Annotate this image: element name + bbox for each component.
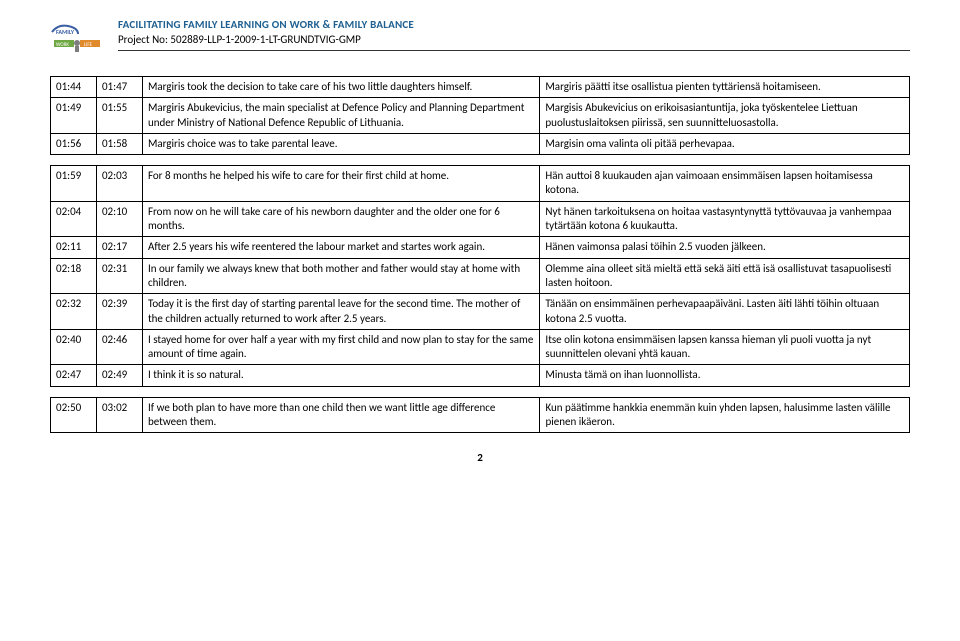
english-text-cell: Today it is the first day of starting pa… bbox=[142, 294, 539, 330]
table-row: 01:4901:55Margiris Abukevicius, the main… bbox=[51, 98, 910, 134]
table-row: 01:4401:47Margiris took the decision to … bbox=[51, 77, 910, 98]
time-start-cell: 01:44 bbox=[51, 77, 97, 98]
english-text-cell: If we both plan to have more than one ch… bbox=[142, 397, 539, 433]
finnish-text-cell: Margisin oma valinta oli pitää perhevapa… bbox=[540, 133, 910, 154]
time-end-cell: 02:49 bbox=[96, 365, 142, 386]
time-start-cell: 02:47 bbox=[51, 365, 97, 386]
time-start-cell: 02:50 bbox=[51, 397, 97, 433]
english-text-cell: After 2.5 years his wife reentered the l… bbox=[142, 237, 539, 258]
header-underline bbox=[118, 50, 910, 51]
english-text-cell: Margiris Abukevicius, the main specialis… bbox=[142, 98, 539, 134]
transcript-table: 01:5902:03For 8 months he helped his wif… bbox=[50, 165, 910, 387]
time-end-cell: 02:39 bbox=[96, 294, 142, 330]
table-row: 01:5902:03For 8 months he helped his wif… bbox=[51, 166, 910, 202]
header-text-block: FACILITATING FAMILY LEARNING ON WORK & F… bbox=[118, 18, 910, 51]
transcript-table: 02:5003:02If we both plan to have more t… bbox=[50, 397, 910, 434]
tables-container: 01:4401:47Margiris took the decision to … bbox=[50, 76, 910, 433]
english-text-cell: I stayed home for over half a year with … bbox=[142, 329, 539, 365]
finnish-text-cell: Tänään on ensimmäinen perhevapaapäiväni.… bbox=[540, 294, 910, 330]
time-start-cell: 02:32 bbox=[51, 294, 97, 330]
finnish-text-cell: Itse olin kotona ensimmäisen lapsen kans… bbox=[540, 329, 910, 365]
english-text-cell: Margiris choice was to take parental lea… bbox=[142, 133, 539, 154]
svg-text:FAMILY: FAMILY bbox=[56, 28, 75, 36]
transcript-table: 01:4401:47Margiris took the decision to … bbox=[50, 76, 910, 155]
english-text-cell: From now on he will take care of his new… bbox=[142, 201, 539, 237]
time-end-cell: 02:03 bbox=[96, 166, 142, 202]
table-row: 01:5601:58Margiris choice was to take pa… bbox=[51, 133, 910, 154]
header-title: FACILITATING FAMILY LEARNING ON WORK & F… bbox=[118, 18, 910, 31]
finnish-text-cell: Nyt hänen tarkoituksena on hoitaa vastas… bbox=[540, 201, 910, 237]
table-row: 02:3202:39Today it is the first day of s… bbox=[51, 294, 910, 330]
logo: FAMILY WORK LIFE bbox=[50, 18, 106, 58]
header-subtitle: Project No: 502889-LLP-1-2009-1-LT-GRUND… bbox=[118, 33, 910, 46]
time-start-cell: 02:11 bbox=[51, 237, 97, 258]
table-row: 02:4002:46I stayed home for over half a … bbox=[51, 329, 910, 365]
english-text-cell: I think it is so natural. bbox=[142, 365, 539, 386]
time-end-cell: 02:10 bbox=[96, 201, 142, 237]
english-text-cell: In our family we always knew that both m… bbox=[142, 258, 539, 294]
page-number: 2 bbox=[50, 451, 910, 464]
page-header: FAMILY WORK LIFE FACILITATING FAMILY LEA… bbox=[50, 18, 910, 58]
time-end-cell: 01:47 bbox=[96, 77, 142, 98]
svg-text:WORK: WORK bbox=[56, 42, 69, 48]
table-row: 02:4702:49I think it is so natural.Minus… bbox=[51, 365, 910, 386]
time-start-cell: 02:18 bbox=[51, 258, 97, 294]
finnish-text-cell: Margiris päätti itse osallistua pienten … bbox=[540, 77, 910, 98]
time-start-cell: 02:04 bbox=[51, 201, 97, 237]
svg-text:LIFE: LIFE bbox=[84, 42, 93, 48]
finnish-text-cell: Hänen vaimonsa palasi töihin 2.5 vuoden … bbox=[540, 237, 910, 258]
finnish-text-cell: Margisis Abukevicius on erikoisasiantunt… bbox=[540, 98, 910, 134]
time-start-cell: 02:40 bbox=[51, 329, 97, 365]
table-row: 02:1102:17After 2.5 years his wife reent… bbox=[51, 237, 910, 258]
time-end-cell: 01:58 bbox=[96, 133, 142, 154]
table-row: 02:1802:31In our family we always knew t… bbox=[51, 258, 910, 294]
time-end-cell: 02:46 bbox=[96, 329, 142, 365]
time-start-cell: 01:59 bbox=[51, 166, 97, 202]
finnish-text-cell: Hän auttoi 8 kuukauden ajan vaimoaan ens… bbox=[540, 166, 910, 202]
time-end-cell: 03:02 bbox=[96, 397, 142, 433]
time-end-cell: 02:17 bbox=[96, 237, 142, 258]
table-row: 02:0402:10From now on he will take care … bbox=[51, 201, 910, 237]
english-text-cell: Margiris took the decision to take care … bbox=[142, 77, 539, 98]
table-row: 02:5003:02If we both plan to have more t… bbox=[51, 397, 910, 433]
time-start-cell: 01:49 bbox=[51, 98, 97, 134]
time-start-cell: 01:56 bbox=[51, 133, 97, 154]
time-end-cell: 01:55 bbox=[96, 98, 142, 134]
finnish-text-cell: Kun päätimme hankkia enemmän kuin yhden … bbox=[540, 397, 910, 433]
finnish-text-cell: Olemme aina olleet sitä mieltä että sekä… bbox=[540, 258, 910, 294]
finnish-text-cell: Minusta tämä on ihan luonnollista. bbox=[540, 365, 910, 386]
time-end-cell: 02:31 bbox=[96, 258, 142, 294]
english-text-cell: For 8 months he helped his wife to care … bbox=[142, 166, 539, 202]
